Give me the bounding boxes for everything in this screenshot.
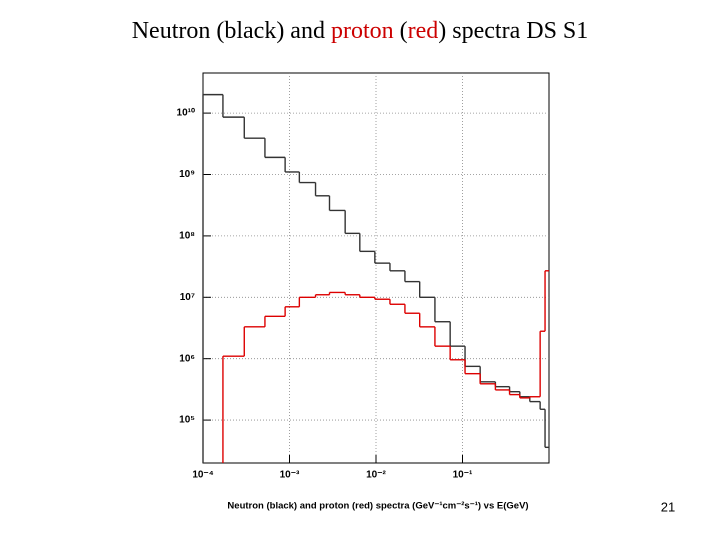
title-part: proton (331, 18, 394, 44)
y-tick-label: 10⁵ (179, 415, 195, 426)
title-part: Neutron (black) and (132, 18, 331, 44)
x-axis-title: Neutron (black) and proton (red) spectra… (227, 501, 528, 512)
y-tick-label: 10⁹ (179, 169, 195, 180)
y-tick-label: 10⁷ (180, 292, 195, 303)
title-part: ) spectra DS S1 (438, 18, 588, 44)
slide-title: Neutron (black) and proton (red) spectra… (132, 18, 589, 44)
x-tick-label: 10⁻¹ (453, 470, 473, 481)
page-number: 21 (661, 499, 675, 514)
x-tick-label: 10⁻⁴ (192, 470, 213, 481)
x-tick-label: 10⁻² (366, 470, 386, 481)
title-part: red (408, 18, 439, 44)
y-tick-label: 10⁸ (179, 231, 195, 242)
x-tick-label: 10⁻³ (280, 470, 300, 481)
y-tick-label: 10⁶ (179, 353, 195, 364)
y-tick-label: 10¹⁰ (177, 108, 195, 119)
title-part: ( (394, 18, 408, 44)
